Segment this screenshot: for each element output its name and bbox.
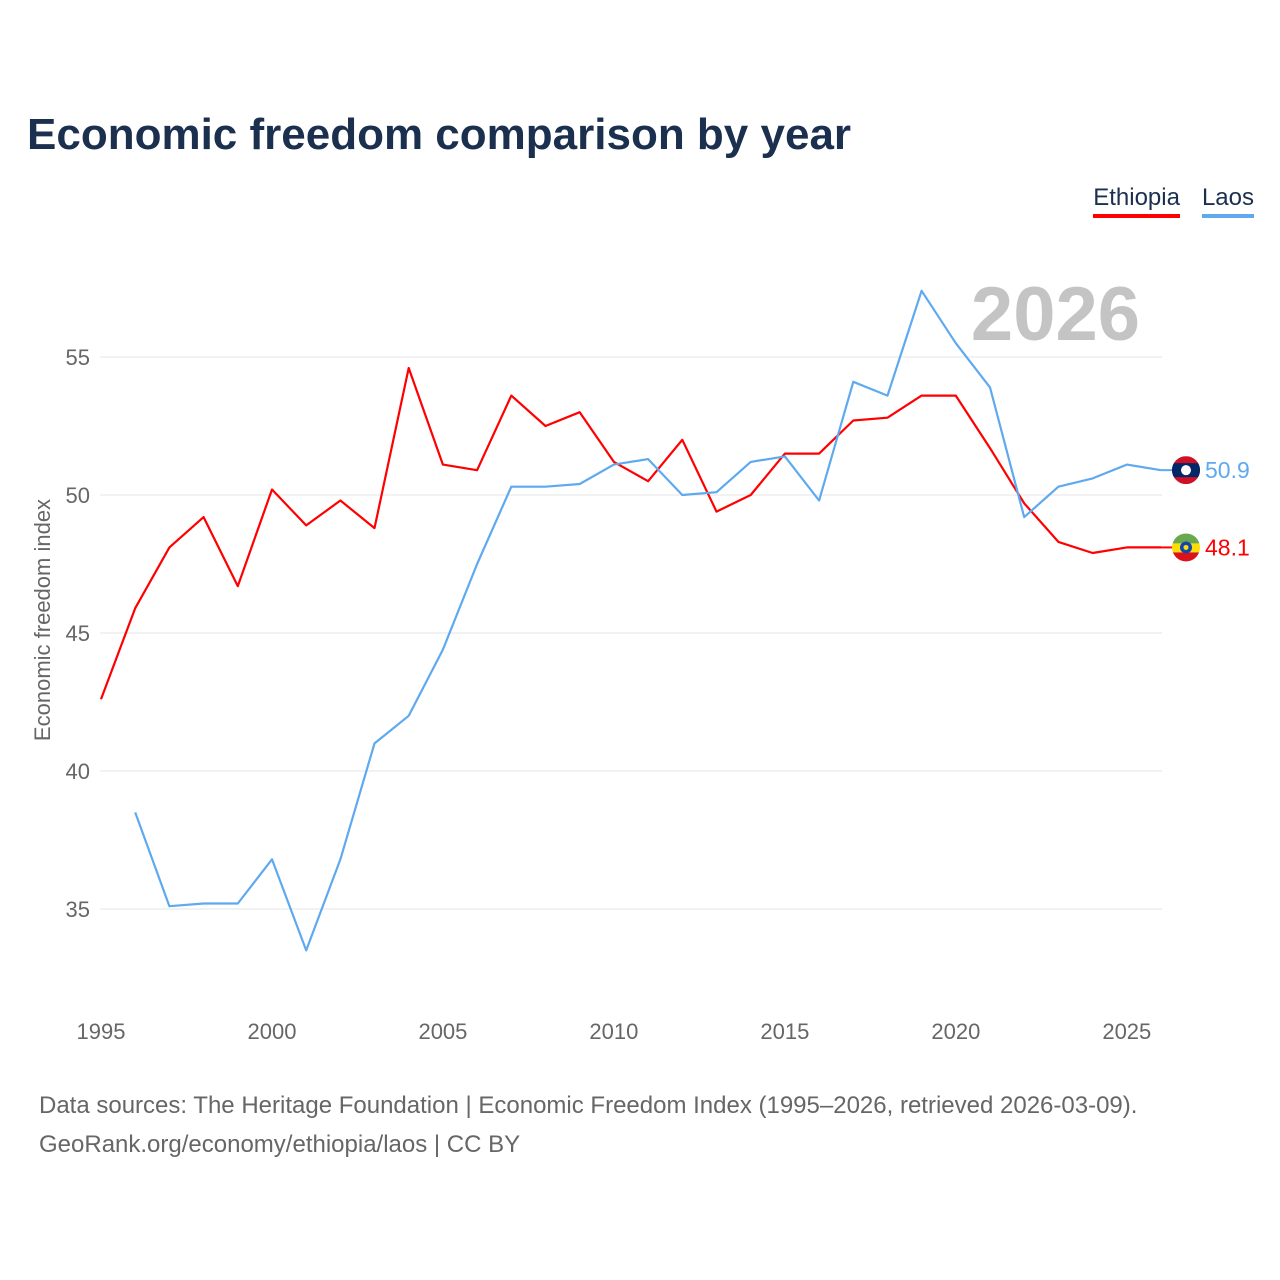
y-tick-label: 50 xyxy=(66,483,90,508)
y-tick-label: 40 xyxy=(66,759,90,784)
x-tick-label: 2025 xyxy=(1102,1019,1151,1044)
end-value-label: 48.1 xyxy=(1205,534,1250,560)
end-value-label: 50.9 xyxy=(1205,457,1250,483)
footer-link[interactable]: GeoRank.org/economy/ethiopia/laos | CC B… xyxy=(39,1131,521,1158)
x-tick-label: 2015 xyxy=(760,1019,809,1044)
laos-flag-icon xyxy=(1172,456,1200,485)
ethiopia-flag-icon xyxy=(1172,533,1200,562)
legend-laos[interactable]: Laos xyxy=(1201,184,1254,218)
y-axis-label: Economic freedom index xyxy=(30,499,55,741)
x-tick-label: 2010 xyxy=(589,1019,638,1044)
chart-title: Economic freedom comparison by year xyxy=(27,110,852,159)
footer: Data sources: The Heritage Foundation | … xyxy=(39,1086,1137,1164)
y-tick-label: 45 xyxy=(66,621,90,646)
y-tick-label: 55 xyxy=(66,345,90,370)
footer-sources: Data sources: The Heritage Foundation | … xyxy=(39,1092,1138,1119)
x-tick-label: 1995 xyxy=(77,1019,126,1044)
y-tick-label: 35 xyxy=(66,897,90,922)
x-tick-label: 2005 xyxy=(418,1019,467,1044)
x-tick-label: 2000 xyxy=(247,1019,296,1044)
watermark-year: 2026 xyxy=(971,272,1140,357)
series-line-ethiopia xyxy=(99,366,1161,700)
x-tick-label: 2020 xyxy=(931,1019,980,1044)
legend: Ethiopia Laos xyxy=(1093,184,1254,218)
series-line-laos xyxy=(134,289,1162,952)
legend-ethiopia[interactable]: Ethiopia xyxy=(1093,184,1180,218)
